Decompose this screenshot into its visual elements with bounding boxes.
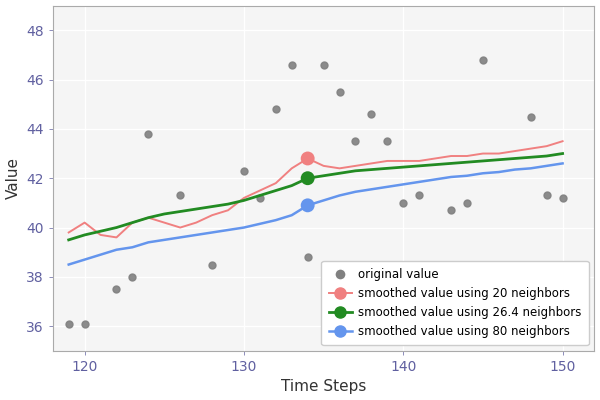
Point [64,320,73,327]
Point [398,200,408,206]
Point [303,202,313,208]
Point [80,320,89,327]
Point [287,62,296,68]
Point [367,111,376,117]
Point [128,274,137,280]
Point [446,207,456,214]
Point [143,131,153,137]
Y-axis label: Value: Value [5,157,20,199]
Point [462,200,472,206]
Point [558,195,568,201]
X-axis label: Time Steps: Time Steps [281,380,366,394]
Point [303,175,313,182]
Point [478,57,488,63]
Point [255,195,265,201]
Point [175,192,185,199]
Point [319,62,328,68]
Point [335,89,344,95]
Point [271,106,281,112]
Point [303,254,313,260]
Point [415,192,424,199]
Point [303,155,313,162]
Point [350,138,360,144]
Point [239,168,249,174]
Point [383,138,392,144]
Legend: original value, smoothed value using 20 neighbors, smoothed value using 26.4 nei: original value, smoothed value using 20 … [322,261,589,345]
Point [207,261,217,268]
Point [112,286,121,292]
Point [526,113,536,120]
Point [542,192,551,199]
